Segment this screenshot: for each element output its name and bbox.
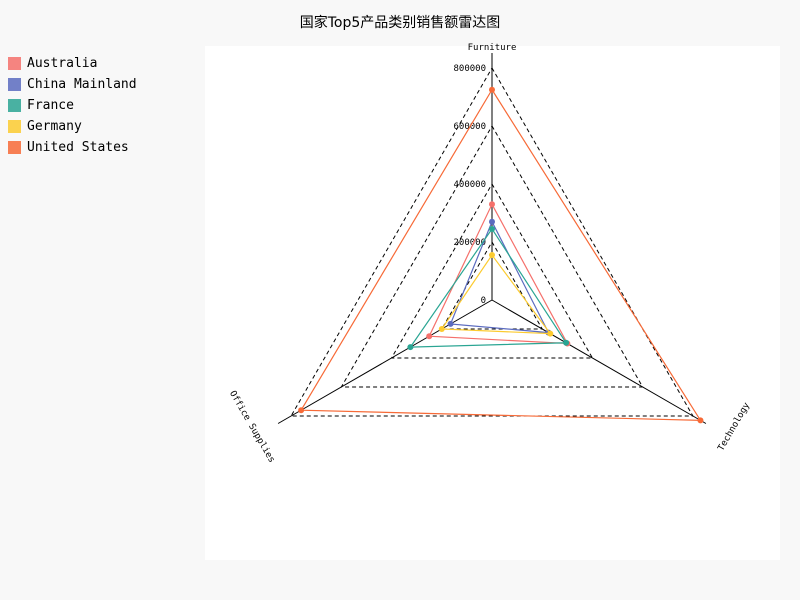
axis-spoke xyxy=(491,299,707,424)
grid-ring xyxy=(440,241,544,330)
series-line xyxy=(428,202,569,345)
legend-item[interactable]: United States xyxy=(8,137,137,158)
data-point xyxy=(298,407,305,414)
legend-label: China Mainland xyxy=(27,77,137,92)
tick-label: 0 xyxy=(481,296,486,306)
axis-spoke xyxy=(277,299,493,424)
data-point xyxy=(563,339,570,346)
axis-label: Furniture xyxy=(468,43,517,53)
series-line xyxy=(409,227,568,348)
legend-swatch xyxy=(8,99,21,112)
legend-item[interactable]: France xyxy=(8,95,137,116)
axis-label: Office Supplies xyxy=(227,389,276,464)
data-point xyxy=(438,326,445,332)
data-point xyxy=(547,330,554,337)
chart-title: 国家Top5产品类别销售额雷达图 xyxy=(299,15,501,31)
tick-label: 400000 xyxy=(453,180,486,190)
legend-label: France xyxy=(27,98,74,113)
grid-ring xyxy=(340,124,644,388)
series-line xyxy=(300,88,702,421)
data-point xyxy=(489,201,495,208)
data-point xyxy=(489,218,495,225)
legend-swatch xyxy=(8,141,21,154)
grid-ring xyxy=(390,182,594,359)
legend-item[interactable]: China Mainland xyxy=(8,74,137,95)
legend-label: Australia xyxy=(27,56,98,71)
legend-swatch xyxy=(8,57,21,70)
tick-label: 200000 xyxy=(453,238,486,248)
series-line xyxy=(440,254,552,335)
legend-label: Germany xyxy=(27,119,82,134)
legend-swatch xyxy=(8,120,21,133)
data-point xyxy=(489,86,495,93)
data-point xyxy=(407,344,414,351)
data-point xyxy=(489,225,495,232)
grid-ring xyxy=(290,67,694,417)
data-point xyxy=(697,417,704,424)
tick-label: 800000 xyxy=(453,64,486,74)
legend-swatch xyxy=(8,78,21,91)
legend-item[interactable]: Germany xyxy=(8,116,137,137)
legend-item[interactable]: Australia xyxy=(8,53,137,74)
axis-label: Technology xyxy=(716,401,752,453)
data-point xyxy=(426,333,433,340)
series-line xyxy=(449,220,550,334)
legend: Australia China Mainland France Germany Unit… xyxy=(8,53,137,158)
data-point xyxy=(489,252,495,259)
data-point xyxy=(447,320,454,327)
legend-label: United States xyxy=(27,140,129,155)
